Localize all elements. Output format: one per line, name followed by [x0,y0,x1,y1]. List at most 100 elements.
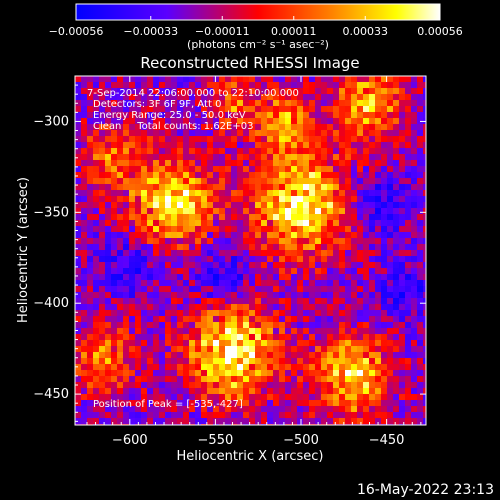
heatmap-cell [291,136,297,142]
heatmap-cell [309,274,315,280]
heatmap-cell [369,358,375,364]
heatmap-cell [75,340,81,346]
heatmap-cell [393,88,399,94]
heatmap-cell [387,112,393,118]
heatmap-cell [345,328,351,334]
heatmap-cell [111,238,117,244]
heatmap-cell [327,292,333,298]
heatmap-cell [339,334,345,340]
heatmap-cell [327,262,333,268]
heatmap-cell [321,340,327,346]
heatmap-cell [87,220,93,226]
heatmap-cell [231,418,237,424]
heatmap-cell [273,118,279,124]
heatmap-cell [249,238,255,244]
heatmap-cell [201,142,207,148]
heatmap-cell [243,310,249,316]
heatmap-cell [339,82,345,88]
heatmap-cell [207,154,213,160]
heatmap-cell [249,202,255,208]
heatmap-cell [417,172,423,178]
heatmap-cell [339,328,345,334]
heatmap-cell [327,226,333,232]
heatmap-cell [75,274,81,280]
heatmap-cell [147,370,153,376]
heatmap-cell [357,256,363,262]
heatmap-cell [297,406,303,412]
heatmap-cell [303,304,309,310]
heatmap-cell [393,262,399,268]
heatmap-cell [141,262,147,268]
heatmap-cell [393,274,399,280]
heatmap-cell [279,178,285,184]
heatmap-cell [375,352,381,358]
heatmap-cell [297,214,303,220]
heatmap-cell [363,184,369,190]
heatmap-cell [375,88,381,94]
heatmap-cell [399,340,405,346]
heatmap-cell [333,262,339,268]
heatmap-cell [75,310,81,316]
heatmap-cell [267,220,273,226]
heatmap-cell [351,238,357,244]
heatmap-cell [273,376,279,382]
heatmap-cell [285,130,291,136]
heatmap-cell [147,268,153,274]
heatmap-cell [87,166,93,172]
heatmap-cell [207,376,213,382]
heatmap-cell [159,244,165,250]
heatmap-cell [153,214,159,220]
heatmap-cell [111,304,117,310]
heatmap-cell [339,394,345,400]
heatmap-cell [297,400,303,406]
heatmap-cell [327,412,333,418]
heatmap-cell [105,280,111,286]
heatmap-cell [237,148,243,154]
heatmap-cell [273,388,279,394]
heatmap-cell [351,112,357,118]
chart-title: Reconstructed RHESSI Image [140,54,359,72]
heatmap-cell [243,334,249,340]
heatmap-cell [351,328,357,334]
heatmap-cell [309,376,315,382]
heatmap-cell [111,154,117,160]
heatmap-cell [417,166,423,172]
heatmap-cell [105,214,111,220]
heatmap-cell [321,178,327,184]
heatmap-cell [177,286,183,292]
heatmap-cell [357,418,363,424]
heatmap-cell [321,238,327,244]
heatmap-cell [93,382,99,388]
heatmap-cell [249,268,255,274]
heatmap-cell [123,238,129,244]
heatmap-cell [123,376,129,382]
heatmap-cell [153,184,159,190]
heatmap-cell [249,364,255,370]
heatmap-cell [147,178,153,184]
heatmap-cell [207,250,213,256]
heatmap-cell [141,346,147,352]
heatmap-cell [339,340,345,346]
heatmap-cell [189,322,195,328]
heatmap-cell [195,148,201,154]
x-tick-label: −600 [112,433,148,448]
heatmap-cell [411,130,417,136]
heatmap-cell [315,124,321,130]
heatmap-cell [147,208,153,214]
heatmap-cell [195,370,201,376]
heatmap-cell [177,412,183,418]
heatmap-cell [339,316,345,322]
heatmap-cell [393,190,399,196]
heatmap-cell [321,352,327,358]
heatmap-cell [255,172,261,178]
heatmap-cell [267,130,273,136]
heatmap-cell [147,196,153,202]
heatmap-cell [111,280,117,286]
heatmap-cell [345,406,351,412]
heatmap-cell [87,280,93,286]
heatmap-cell [309,400,315,406]
heatmap-cell [249,166,255,172]
heatmap-cell [111,232,117,238]
heatmap-cell [141,280,147,286]
heatmap-cell [195,286,201,292]
